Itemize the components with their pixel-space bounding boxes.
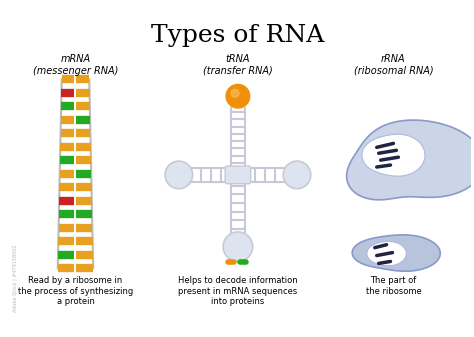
Circle shape xyxy=(283,161,311,189)
Polygon shape xyxy=(362,134,425,176)
FancyBboxPatch shape xyxy=(225,166,251,184)
Polygon shape xyxy=(367,241,406,266)
Text: rRNA
(ribosomal RNA): rRNA (ribosomal RNA) xyxy=(354,54,433,75)
Circle shape xyxy=(165,161,192,189)
Text: Read by a ribosome in
the process of synthesizing
a protein: Read by a ribosome in the process of syn… xyxy=(18,276,133,306)
Text: tRNA
(transfer RNA): tRNA (transfer RNA) xyxy=(203,54,273,75)
Text: Types of RNA: Types of RNA xyxy=(151,24,325,48)
Circle shape xyxy=(231,89,239,97)
Text: The part of
the ribosome: The part of the ribosome xyxy=(365,276,421,296)
Text: mRNA
(messenger RNA): mRNA (messenger RNA) xyxy=(33,54,118,75)
Circle shape xyxy=(223,232,253,262)
Polygon shape xyxy=(346,120,474,200)
Text: Adobe Stock | #479158002: Adobe Stock | #479158002 xyxy=(12,244,18,312)
Circle shape xyxy=(226,84,250,108)
Text: Helps to decode information
present in mRNA sequences
into proteins: Helps to decode information present in m… xyxy=(178,276,298,306)
Polygon shape xyxy=(352,235,440,271)
